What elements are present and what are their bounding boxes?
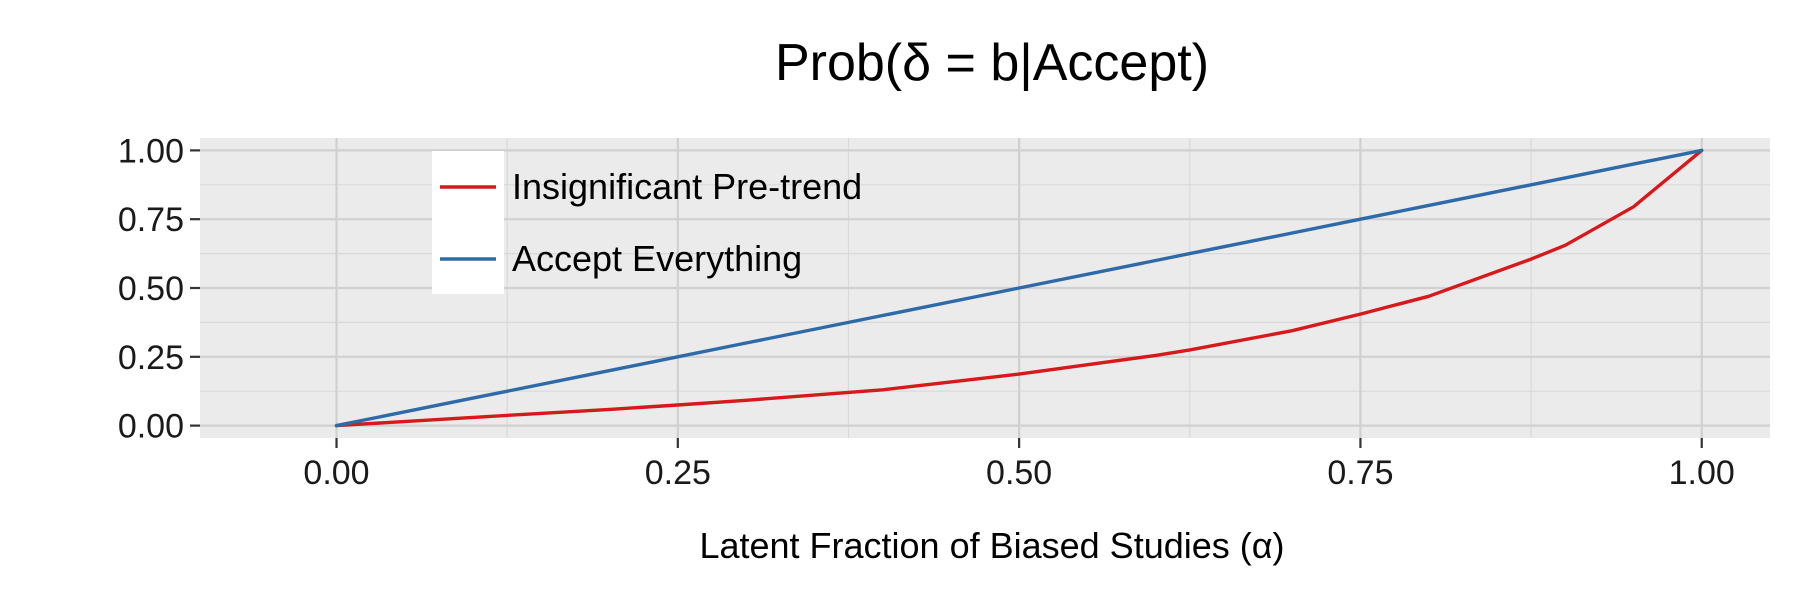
series-lines [334, 148, 1704, 428]
y-tick-label: 1.00 [118, 132, 184, 170]
legend-label: Insignificant Pre-trend [512, 166, 862, 207]
chart-title: Prob(δ = b|Accept) [775, 34, 1209, 92]
x-tick-label: 1.00 [1669, 454, 1735, 492]
y-tick-label: 0.25 [118, 339, 184, 377]
legend-key-background [432, 151, 504, 294]
x-tick-label: 0.00 [303, 454, 369, 492]
axes: 0.00 0.25 0.50 0.75 1.00 0.00 0.25 0.50 0.75 1.00 [118, 132, 1735, 492]
series-line-2 [334, 148, 1704, 428]
y-tick-label: 0.75 [118, 201, 184, 239]
y-tick-label: 0.00 [118, 408, 184, 446]
legend: Insignificant Pre-trend Accept Everything [432, 151, 862, 294]
x-tick-label: 0.75 [1327, 454, 1393, 492]
x-tick-label: 0.25 [645, 454, 711, 492]
series-line-1 [334, 148, 1704, 428]
y-tick-label: 0.50 [118, 270, 184, 308]
legend-label: Accept Everything [512, 238, 802, 279]
x-tick-label: 0.50 [986, 454, 1052, 492]
x-axis-title: Latent Fraction of Biased Studies (α) [699, 525, 1284, 566]
